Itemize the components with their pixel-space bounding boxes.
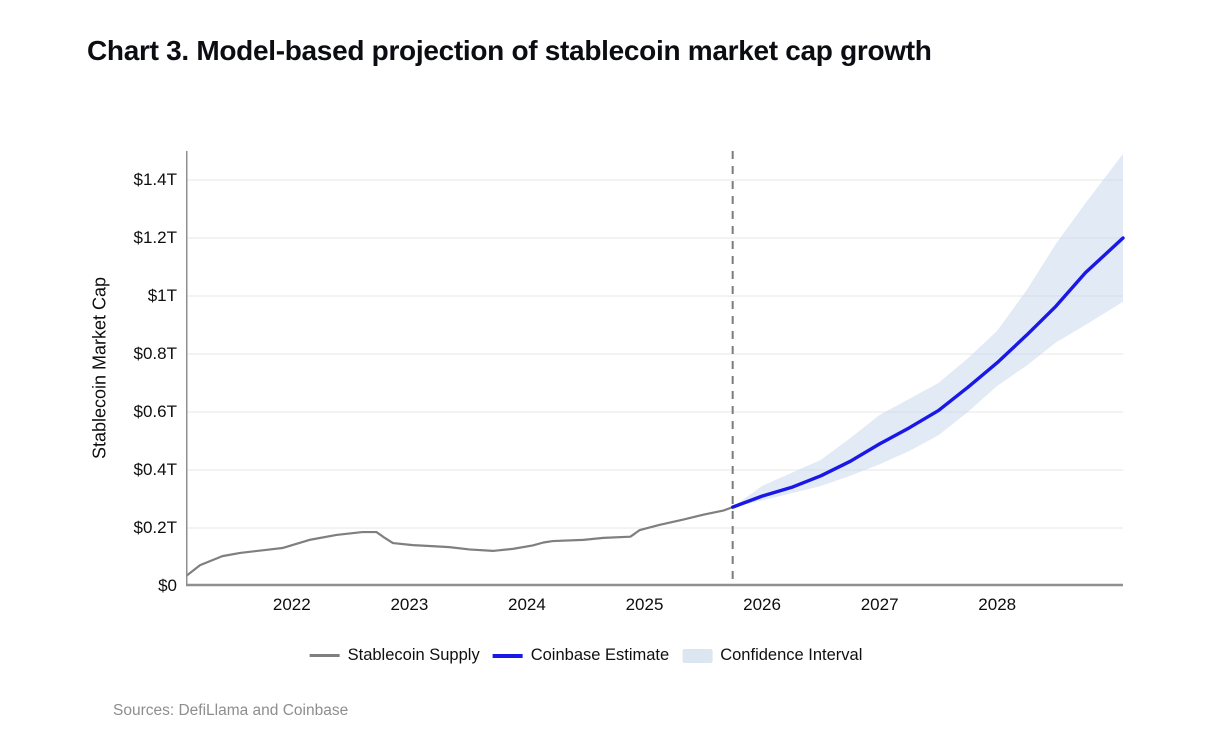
y-tick-label: $0.2T: [133, 518, 177, 537]
y-tick-label: $0.6T: [133, 402, 177, 421]
x-tick-label: 2022: [272, 595, 311, 614]
y-tick-label: $0.8T: [133, 344, 177, 363]
x-tick-label: 2023: [390, 595, 429, 614]
chart-title: Chart 3. Model-based projection of stabl…: [87, 35, 932, 66]
legend-label: Coinbase Estimate: [530, 646, 670, 664]
x-tick-label: 2025: [625, 595, 664, 614]
legend-item: Stablecoin Supply: [309, 646, 480, 665]
legend-band-swatch-icon: [682, 648, 713, 663]
y-tick-label: $0: [158, 576, 177, 595]
x-tick-label: 2028: [978, 595, 1017, 614]
legend-label: Confidence Interval: [720, 646, 863, 664]
confidence-interval-band: [732, 153, 1123, 508]
y-tick-label: $0.4T: [133, 460, 177, 479]
legend: Stablecoin Supply Coinbase Estimate Confid…: [309, 646, 862, 665]
y-tick-label: $1T: [147, 286, 177, 305]
x-tick-label: 2024: [508, 595, 546, 614]
x-tick-label: 2026: [743, 595, 781, 614]
legend-item: Confidence Interval: [682, 646, 862, 665]
legend-line-swatch-icon: [309, 654, 340, 657]
stablecoin-supply-line: [186, 506, 734, 578]
legend-line-swatch-icon: [492, 653, 523, 658]
source-note: Sources: DefiLlama and Coinbase: [113, 702, 349, 719]
y-tick-label: $1.2T: [133, 228, 177, 247]
legend-label: Stablecoin Supply: [347, 646, 480, 664]
y-tick-label: $1.4T: [133, 170, 177, 189]
coinbase-estimate-line: [730, 236, 1125, 509]
legend-item: Coinbase Estimate: [492, 646, 670, 665]
plot-area: [186, 151, 1125, 587]
x-tick-label: 2027: [860, 595, 899, 614]
